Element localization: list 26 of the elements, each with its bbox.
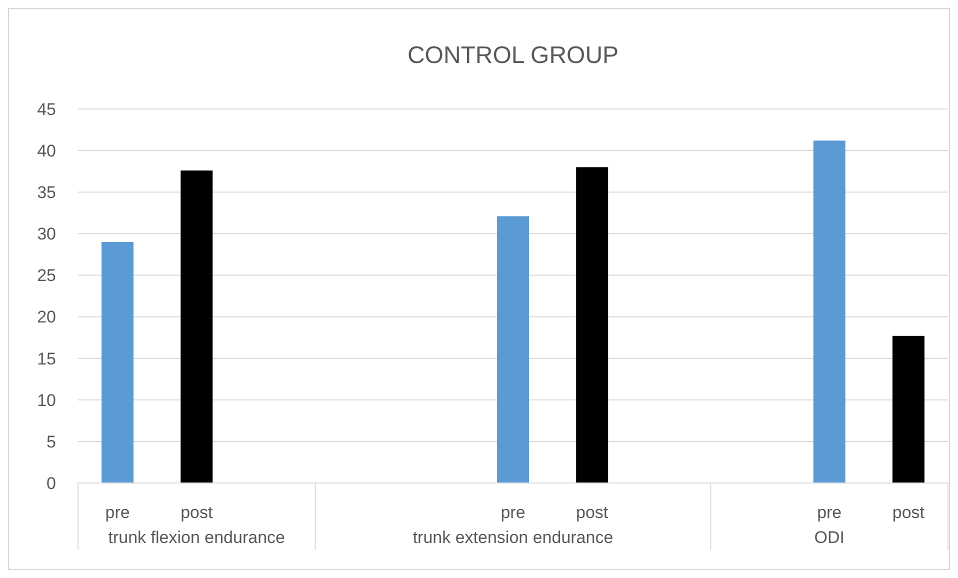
bar: [102, 242, 134, 483]
y-tick-label: 40: [37, 142, 56, 161]
bar: [576, 167, 608, 483]
x-tick-label: pre: [817, 503, 842, 522]
bar: [813, 140, 846, 483]
y-tick-label: 35: [37, 183, 56, 202]
y-tick-label: 25: [37, 266, 56, 286]
x-tick-label: pre: [500, 503, 526, 522]
y-tick-label: 15: [37, 349, 56, 368]
x-tick-label: post: [180, 503, 213, 522]
x-tick-label: post: [892, 503, 925, 522]
y-tick-label: 30: [37, 224, 56, 244]
text: ODI: [814, 528, 844, 547]
y-tick-label: 10: [37, 390, 56, 410]
y-tick-label: 5: [46, 432, 56, 452]
text: trunk extension endurance: [412, 528, 614, 547]
y-tick-label: 0: [46, 474, 56, 493]
x-tick-label: pre: [105, 503, 130, 522]
bar: [497, 216, 529, 483]
chart-title: CONTROL GROUP: [407, 42, 619, 69]
y-tick-label: 45: [37, 100, 56, 119]
text: trunk flexion endurance: [108, 528, 286, 547]
y-tick-label: 20: [37, 308, 56, 327]
x-tick-label: post: [576, 503, 608, 522]
bar: [892, 336, 924, 483]
bar: [180, 170, 213, 483]
